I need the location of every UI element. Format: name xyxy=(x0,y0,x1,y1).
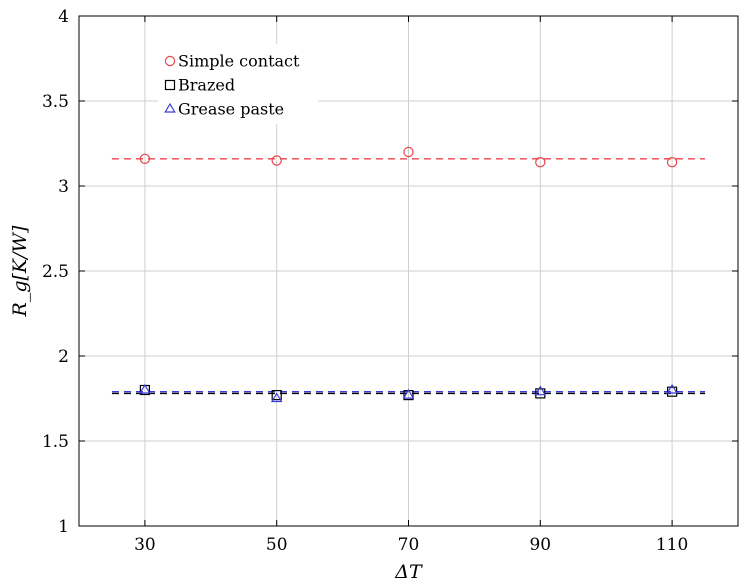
data-point-circle xyxy=(535,156,546,168)
x-tick-label: 30 xyxy=(134,535,156,555)
fit-lines xyxy=(111,158,706,395)
legend-marker-triangle xyxy=(164,102,176,113)
data-point-triangle xyxy=(402,388,415,399)
x-axis-label: ΔT xyxy=(394,561,423,583)
data-point-triangle xyxy=(139,383,151,394)
y-tick-label: 2 xyxy=(58,347,69,367)
y-tick-label: 3 xyxy=(58,177,69,197)
legend-box xyxy=(158,44,318,124)
x-tick-label: 70 xyxy=(398,535,420,555)
data-point-square xyxy=(271,390,282,401)
x-tick-label: 50 xyxy=(266,535,288,555)
y-tick-label: 3.5 xyxy=(42,92,69,112)
data-point-circle xyxy=(666,156,678,168)
data-point-triangle xyxy=(534,385,547,396)
y-axis-label: R_g[K/W] xyxy=(9,225,31,318)
x-tick-label: 110 xyxy=(656,535,688,555)
y-tick-label: 2.5 xyxy=(42,262,69,282)
axis-labels: ΔT R_g[K/W] xyxy=(9,225,423,583)
legend-label: Grease paste xyxy=(178,100,284,119)
legend-marker-circle xyxy=(164,55,176,67)
legend: Simple contact Brazed Grease paste xyxy=(158,44,318,124)
data-point-circle xyxy=(403,146,414,158)
data-point-triangle xyxy=(270,392,283,403)
legend-label: Brazed xyxy=(178,76,235,95)
y-tick-label: 1.5 xyxy=(42,432,69,452)
y-tick-label: 1 xyxy=(58,517,69,537)
data-point-circle xyxy=(139,153,151,164)
data-point-circle xyxy=(271,155,282,166)
axes: 30 50 70 90 110 1 1.5 2 2.5 3 3.5 4 xyxy=(42,7,739,555)
y-tick-label: 4 xyxy=(58,7,69,27)
data-markers xyxy=(139,146,678,403)
data-point-triangle xyxy=(666,383,678,394)
legend-marker-square xyxy=(164,79,176,91)
x-tick-label: 90 xyxy=(529,535,551,555)
legend-label: Simple contact xyxy=(178,52,300,71)
